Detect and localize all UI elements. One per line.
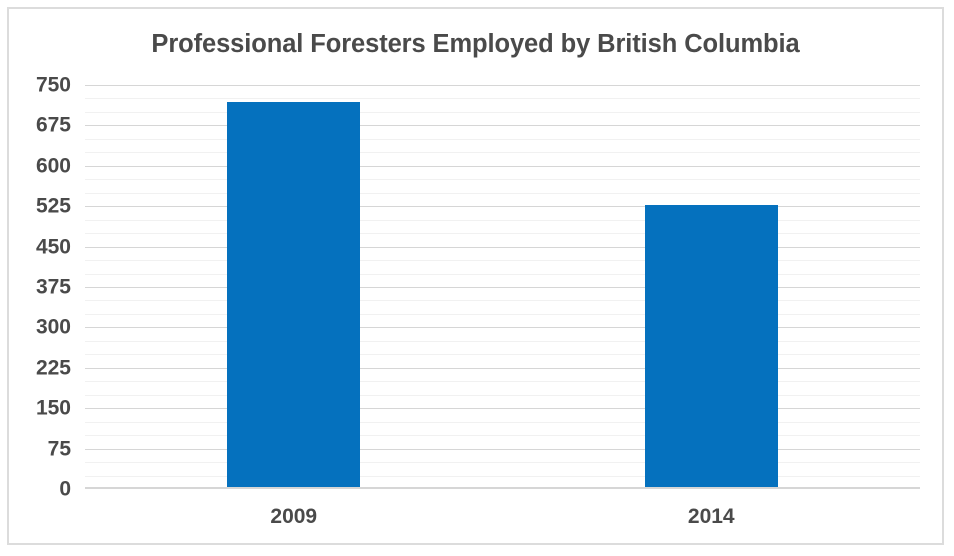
gridline-minor (85, 192, 920, 194)
chart-frame: Professional Foresters Employed by Briti… (7, 7, 944, 545)
y-tick-label: 675 (35, 113, 71, 137)
y-tick-label: 0 (59, 477, 71, 501)
gridline-minor (85, 340, 920, 342)
gridline-minor (85, 354, 920, 356)
x-axis-line (85, 487, 920, 489)
x-tick-label: 2009 (270, 505, 318, 528)
gridline-major (85, 165, 920, 167)
gridline-minor (85, 219, 920, 221)
gridline-major (85, 206, 920, 208)
plot-area (85, 85, 920, 489)
y-tick-label: 75 (47, 437, 71, 461)
gridline-minor (85, 273, 920, 275)
y-tick-label: 525 (35, 194, 71, 218)
gridline-major (85, 448, 920, 450)
gridline-minor (85, 475, 920, 477)
bar[interactable] (644, 205, 778, 489)
gridline-minor (85, 313, 920, 315)
gridline-major (85, 246, 920, 248)
y-tick-label: 450 (35, 235, 71, 259)
gridline-minor (85, 111, 920, 113)
y-tick-label: 600 (35, 154, 71, 178)
gridline-minor (85, 394, 920, 396)
gridline-minor (85, 462, 920, 464)
gridline-minor (85, 138, 920, 140)
gridline-major (85, 125, 920, 127)
gridline-minor (85, 381, 920, 383)
y-tick-label: 375 (35, 275, 71, 299)
gridline-minor (85, 300, 920, 302)
gridline-major (85, 327, 920, 329)
bar[interactable] (227, 102, 361, 489)
gridline-minor (85, 260, 920, 262)
gridline-minor (85, 421, 920, 423)
gridline-major (85, 367, 920, 369)
y-tick-label: 150 (35, 396, 71, 420)
gridline-major (85, 408, 920, 410)
gridline-minor (85, 152, 920, 154)
gridline-major (85, 85, 920, 86)
x-tick-label: 2014 (687, 505, 735, 528)
gridline-minor (85, 98, 920, 100)
y-tick-label: 300 (35, 315, 71, 339)
gridline-minor (85, 179, 920, 181)
gridline-major (85, 287, 920, 288)
chart-title: Professional Foresters Employed by Briti… (151, 30, 800, 58)
y-axis-tick-labels: 750 675 600 525 450 375 300 225 150 75 0 (9, 75, 85, 500)
y-tick-label: 225 (35, 356, 71, 380)
y-tick-label: 750 (35, 73, 71, 97)
gridline-minor (85, 435, 920, 437)
gridline-minor (85, 233, 920, 235)
